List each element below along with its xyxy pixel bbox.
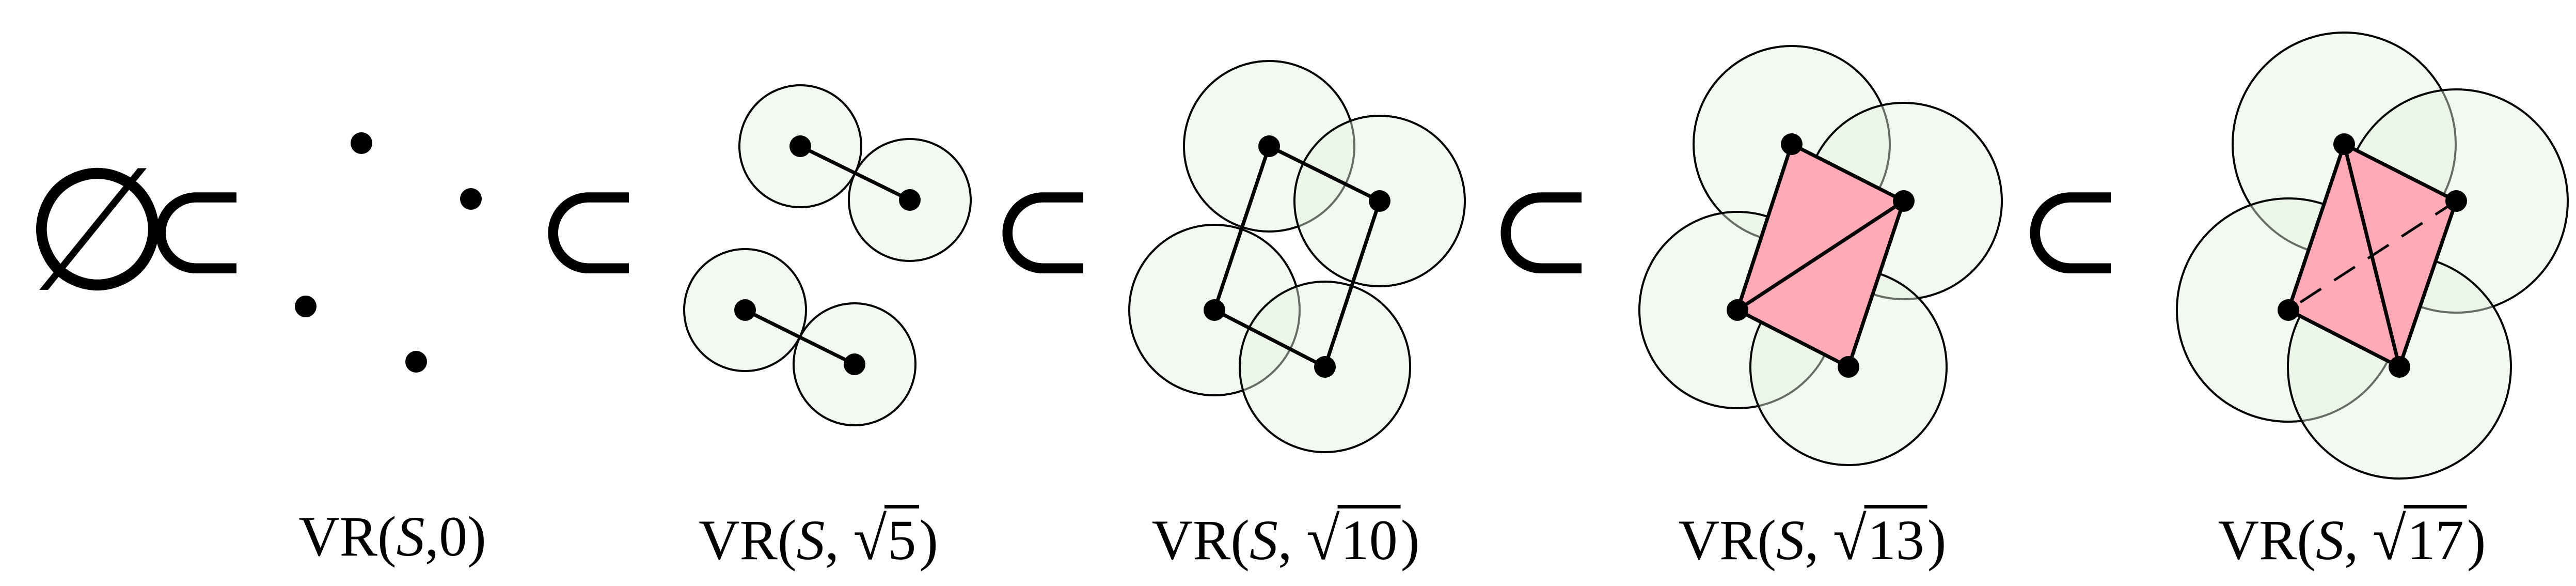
panel-5-hidden-edge-1 xyxy=(2287,199,2457,312)
panel-2-point-4 xyxy=(844,353,865,375)
panel-1-point-3 xyxy=(295,296,317,317)
panel-4-point-3 xyxy=(1727,299,1748,321)
caption-sep: , xyxy=(1805,508,1834,572)
panel-2-point-3 xyxy=(734,299,756,321)
panel-4-point-1 xyxy=(1781,133,1803,155)
panel-3-point-2 xyxy=(1369,190,1390,212)
panel-2-point-2 xyxy=(899,189,921,211)
panel-5-triangle-1 xyxy=(2344,144,2456,367)
subset-symbol-4: ⊂ xyxy=(1487,153,1595,304)
caption-prefix: VR( xyxy=(1151,508,1250,572)
caption-sep: , xyxy=(424,505,439,568)
caption-suffix: ) xyxy=(467,505,486,568)
caption-value: 0 xyxy=(439,505,468,568)
panel-5-triangle-2 xyxy=(2288,144,2399,367)
caption-prefix: VR( xyxy=(298,505,397,568)
caption-value: 10 xyxy=(1337,505,1401,572)
panel-1-point-1 xyxy=(351,132,372,154)
caption-set: S xyxy=(1250,508,1278,572)
caption-vr-sqrt10: VR(S, √10) xyxy=(1151,504,1420,574)
caption-prefix: VR( xyxy=(699,508,797,572)
caption-value: 13 xyxy=(1864,505,1927,572)
panel-5-point-1 xyxy=(2333,133,2355,155)
caption-prefix: VR( xyxy=(2218,508,2316,572)
panel-4-point-2 xyxy=(1893,190,1915,212)
panel-5-point-4 xyxy=(2389,356,2410,378)
caption-sep: , xyxy=(2344,508,2373,572)
caption-suffix: ) xyxy=(919,508,938,572)
radical-sign: √ xyxy=(1306,505,1340,573)
radical-sign: √ xyxy=(2373,505,2406,573)
panel-5-point-3 xyxy=(2278,299,2299,321)
radical-sign: √ xyxy=(853,505,887,573)
panel-4-edge-5 xyxy=(1735,199,1906,312)
subset-symbol-5: ⊂ xyxy=(2016,153,2125,304)
caption-prefix: VR( xyxy=(1678,508,1777,572)
panel-4-edge-1 xyxy=(1790,142,1906,203)
panel-5-edge-4 xyxy=(2397,199,2458,369)
panel-1-point-4 xyxy=(405,351,427,373)
empty-set-symbol: ∅ xyxy=(23,131,172,329)
panel-3-point-4 xyxy=(1314,356,1336,378)
caption-set: S xyxy=(796,508,825,572)
panel-3-point-1 xyxy=(1258,135,1280,157)
caption-vr-0: VR(S,0) xyxy=(298,504,486,569)
caption-set: S xyxy=(2316,508,2345,572)
panel-4-edge-2 xyxy=(1735,308,1851,369)
subset-symbol-1: ⊂ xyxy=(142,153,250,304)
subset-symbol-3: ⊂ xyxy=(989,153,1097,304)
caption-vr-sqrt13: VR(S, √13) xyxy=(1678,504,1947,574)
panel-2-point-1 xyxy=(789,135,811,157)
panel-4-edge-3 xyxy=(1735,142,1794,312)
panel-2-edge-2 xyxy=(743,308,857,366)
caption-sep: , xyxy=(825,508,854,572)
radical-sign: √ xyxy=(1833,505,1867,573)
panel-3-point-3 xyxy=(1204,299,1225,321)
caption-vr-sqrt17: VR(S, √17) xyxy=(2218,504,2486,574)
panel-3-edge-1 xyxy=(1267,144,1382,203)
caption-suffix: ) xyxy=(2467,508,2486,572)
caption-sep: , xyxy=(1278,508,1307,572)
caption-set: S xyxy=(396,505,425,568)
caption-value: 5 xyxy=(884,505,920,572)
panel-5-edge-3 xyxy=(2286,142,2346,312)
caption-value: 17 xyxy=(2404,505,2467,572)
panel-1-point-2 xyxy=(460,188,482,210)
panel-5-edge-2 xyxy=(2286,308,2401,369)
panel-4-edge-4 xyxy=(1846,199,1906,369)
panel-2-edge-1 xyxy=(798,144,912,202)
panel-4-point-4 xyxy=(1838,356,1859,378)
panel-3-edge-2 xyxy=(1212,308,1327,369)
caption-suffix: ) xyxy=(1400,508,1420,572)
caption-set: S xyxy=(1776,508,1805,572)
panel-5-point-2 xyxy=(2445,190,2467,212)
panel-3-edge-4 xyxy=(1323,199,1382,369)
subset-symbol-2: ⊂ xyxy=(534,153,643,304)
panel-5-edge-1 xyxy=(2342,142,2458,203)
panel-3-edge-3 xyxy=(1212,144,1271,312)
caption-suffix: ) xyxy=(1927,508,1947,572)
caption-vr-sqrt5: VR(S, √5) xyxy=(699,504,938,574)
